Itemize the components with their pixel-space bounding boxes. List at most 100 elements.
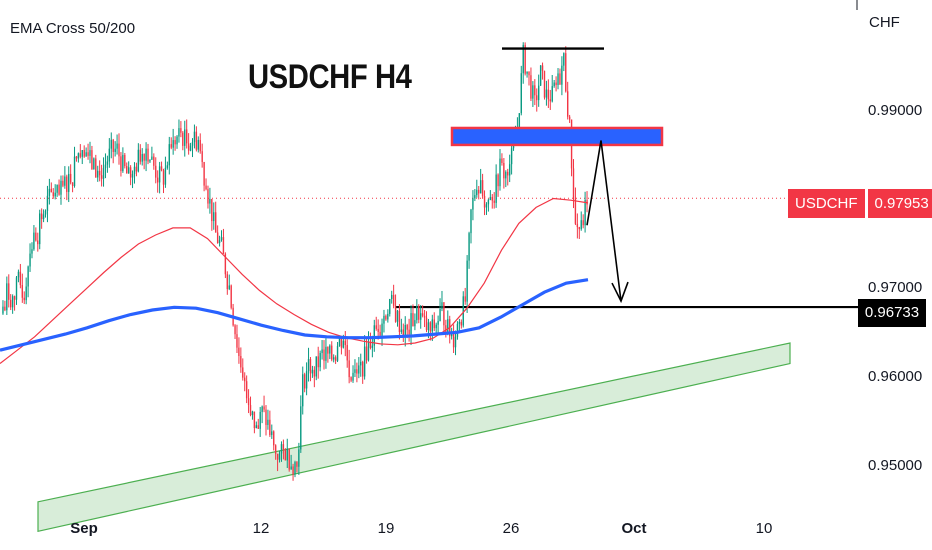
candle — [207, 185, 209, 209]
candle — [160, 161, 163, 172]
candle — [166, 161, 169, 170]
candle — [69, 164, 72, 185]
candle — [79, 144, 82, 159]
candle — [230, 284, 232, 310]
candle — [174, 136, 176, 151]
y-tick-label: 0.95000 — [868, 457, 923, 474]
candle — [85, 147, 87, 157]
candle — [278, 450, 281, 463]
candle — [155, 157, 157, 184]
candle — [352, 365, 354, 383]
candle — [369, 332, 372, 350]
candle — [110, 132, 112, 159]
candle — [334, 355, 337, 365]
candle — [321, 340, 323, 360]
x-tick-label: 26 — [502, 520, 520, 537]
candle — [437, 315, 439, 336]
candle — [56, 184, 58, 197]
candle — [156, 170, 159, 193]
candle — [170, 137, 172, 150]
candle — [534, 79, 536, 106]
candle — [329, 344, 331, 360]
candle — [528, 71, 530, 86]
projection-arrowhead — [611, 281, 629, 304]
candle — [184, 120, 186, 157]
candle — [276, 453, 279, 472]
candle — [54, 184, 56, 200]
candle — [209, 187, 211, 214]
candle — [305, 362, 308, 396]
candle — [35, 227, 37, 242]
candle — [137, 143, 140, 173]
candle — [460, 319, 463, 329]
candle — [288, 448, 290, 472]
candle — [543, 70, 546, 100]
ema-200-line — [0, 278, 589, 352]
candle — [102, 157, 105, 187]
candle — [153, 153, 155, 170]
candle — [31, 242, 33, 259]
indicator-label: EMA Cross 50/200 — [10, 20, 136, 37]
candle — [286, 438, 288, 468]
candle — [396, 309, 399, 327]
candle — [98, 160, 101, 182]
candle — [253, 411, 256, 434]
candle — [215, 201, 217, 233]
candle — [182, 131, 184, 151]
candle — [470, 208, 472, 244]
candle — [25, 277, 27, 305]
candle — [251, 410, 254, 420]
candle — [485, 202, 488, 215]
candle — [443, 302, 445, 335]
x-tick-label: Sep — [70, 520, 98, 537]
candle — [46, 185, 49, 223]
candle — [565, 46, 567, 93]
candle — [452, 324, 455, 354]
candle — [340, 337, 343, 355]
candle — [350, 376, 352, 383]
candle — [383, 309, 385, 333]
candle — [33, 225, 35, 251]
candle — [303, 372, 306, 393]
candle — [408, 318, 410, 342]
candle — [27, 265, 29, 298]
candle — [216, 225, 219, 244]
candle — [433, 312, 435, 332]
candle — [497, 173, 499, 197]
candle — [416, 299, 418, 324]
candle — [284, 448, 287, 461]
x-tick-label: Oct — [621, 520, 647, 537]
candle — [503, 158, 505, 189]
candle — [476, 179, 478, 198]
candle — [381, 318, 383, 346]
candle — [331, 341, 333, 362]
candle — [11, 294, 14, 314]
candle — [561, 56, 563, 96]
candle — [566, 81, 569, 120]
candle — [449, 315, 451, 344]
candle — [193, 124, 196, 149]
candle — [547, 79, 550, 108]
candle — [483, 190, 486, 216]
candle — [421, 305, 424, 318]
candle — [327, 346, 329, 363]
candle — [21, 273, 24, 303]
candle — [493, 192, 495, 209]
candle — [346, 339, 348, 368]
candle — [52, 188, 54, 199]
candle — [414, 313, 416, 331]
candle — [255, 421, 258, 429]
candle — [168, 136, 170, 175]
candle — [280, 441, 283, 462]
x-tick-label: 19 — [377, 520, 395, 537]
candle — [44, 209, 47, 218]
candle — [104, 153, 107, 179]
candle — [93, 157, 95, 170]
candle — [50, 182, 53, 193]
resistance-zone-box — [450, 126, 664, 147]
candle — [551, 75, 553, 103]
candle — [392, 284, 395, 309]
candle — [234, 324, 236, 339]
candle — [195, 126, 198, 152]
